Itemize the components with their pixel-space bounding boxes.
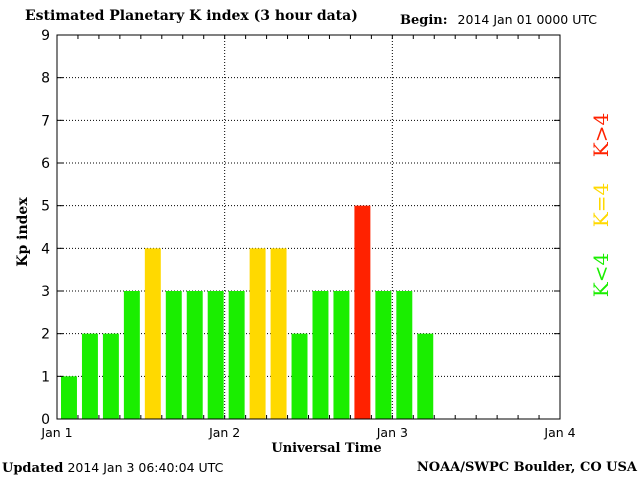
kp-bar: [144, 248, 161, 419]
kp-bar: [249, 248, 266, 419]
updated-info: Updated 2014 Jan 3 06:40:04 UTC: [2, 460, 223, 476]
begin-value: 2014 Jan 01 0000 UTC: [457, 12, 598, 27]
chart-title: Estimated Planetary K index (3 hour data…: [25, 8, 358, 24]
kp-bar: [165, 291, 182, 419]
legend-entry: K=4: [589, 183, 613, 227]
kp-bar: [228, 291, 245, 419]
y-tick-label: 7: [41, 113, 50, 129]
y-tick-label: 5: [41, 199, 50, 215]
y-tick-label: 2: [41, 327, 50, 343]
legend-entry: K<4: [589, 253, 613, 297]
plot-area: [57, 35, 560, 419]
y-tick-label: 8: [41, 71, 50, 87]
kp-bar: [291, 333, 308, 419]
x-tick-label: Jan 1: [40, 425, 72, 440]
kp-bar: [123, 291, 140, 419]
updated-value: 2014 Jan 3 06:40:04 UTC: [67, 460, 224, 475]
kp-bar: [186, 291, 203, 419]
y-tick-label: 9: [41, 28, 50, 44]
updated-label: Updated: [2, 461, 64, 476]
kp-bar: [102, 333, 119, 419]
kp-bar: [333, 291, 350, 419]
y-axis-label: Kp index: [15, 197, 31, 267]
y-tick-label: 0: [41, 412, 50, 428]
kp-bar: [312, 291, 329, 419]
begin-label: Begin:: [400, 13, 448, 28]
kp-bar: [207, 291, 224, 419]
y-tick-label: 1: [41, 369, 50, 385]
x-axis-label: Universal Time: [271, 441, 381, 456]
begin-info: Begin: 2014 Jan 01 0000 UTC: [400, 12, 597, 28]
kp-bar: [61, 376, 77, 419]
y-tick-label: 6: [41, 156, 50, 172]
kp-bar: [417, 333, 434, 419]
kp-bar: [81, 333, 98, 419]
x-tick-label: Jan 2: [208, 425, 240, 440]
kp-bar: [375, 291, 392, 419]
x-tick-label: Jan 4: [543, 425, 575, 440]
kp-bar: [396, 291, 413, 419]
kp-bar: [270, 248, 287, 419]
x-tick-label: Jan 3: [376, 425, 408, 440]
y-tick-label: 3: [41, 284, 50, 300]
kp-bar: [354, 205, 371, 419]
source-label: NOAA/SWPC Boulder, CO USA: [416, 460, 637, 475]
legend-entry: K>4: [589, 113, 613, 157]
y-tick-label: 4: [41, 241, 50, 257]
